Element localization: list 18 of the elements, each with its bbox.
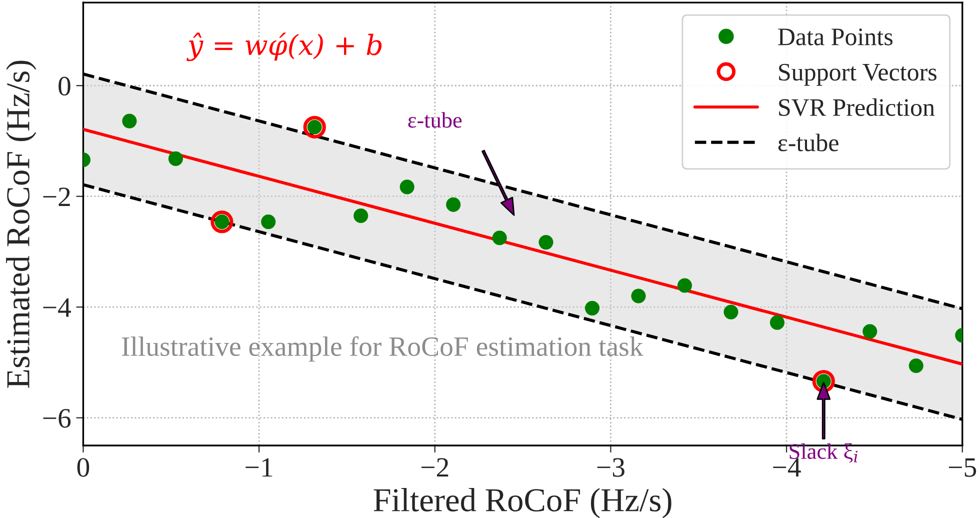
- x-tick-label: −5: [948, 458, 976, 477]
- legend-label: SVR Prediction: [779, 98, 935, 116]
- y-tick-label: −2: [43, 188, 70, 206]
- y-axis-title: Estimated RoCoF (Hz/s): [6, 60, 36, 388]
- legend-label: Data Points: [778, 28, 892, 46]
- y-tick-label: −6: [43, 409, 71, 428]
- x-tick-label: −1: [246, 458, 272, 477]
- x-axis-title: Filtered RoCoF (Hz/s): [374, 488, 672, 518]
- annotation: ŷ = wφ́(x) + b: [186, 32, 382, 62]
- y-tick-label: 0: [58, 76, 70, 96]
- x-tick-label: 0: [77, 458, 90, 477]
- x-tick-label: −3: [597, 458, 624, 477]
- legend-label: ε-tube: [778, 134, 838, 152]
- y-tick-label: −4: [43, 298, 71, 317]
- annotation: Illustrative example for RoCoF estimation task: [122, 336, 644, 362]
- legend-label: Support Vectors: [779, 64, 936, 86]
- x-tick-label: −2: [421, 458, 448, 477]
- annotation: ε-tube: [408, 112, 462, 128]
